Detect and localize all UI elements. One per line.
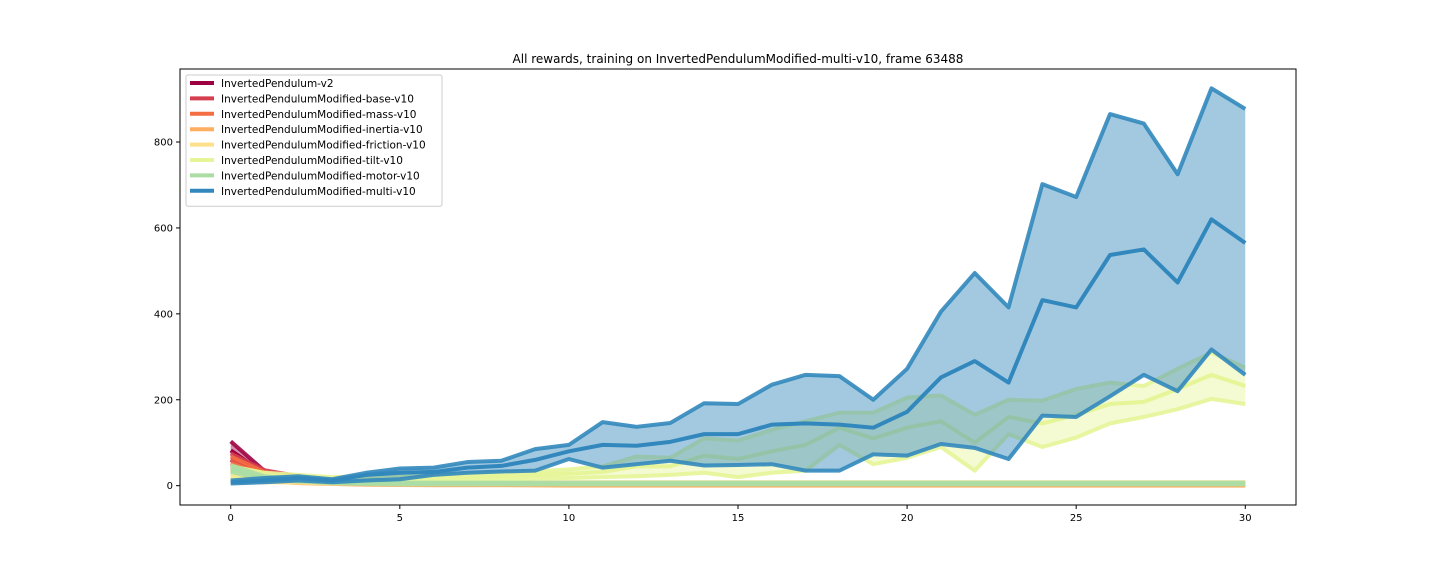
y-axis: 0 200 400 600 800 <box>154 138 180 492</box>
legend: InvertedPendulum-v2 InvertedPendulumModif… <box>185 74 443 207</box>
x-tick-label-0: 0 <box>228 513 234 524</box>
series-invertedpendulummodified-motor-v10 <box>230 463 1246 487</box>
y-tick-label-800: 800 <box>154 138 173 149</box>
y-tick-label-0: 0 <box>167 481 173 492</box>
x-tick-label-15: 15 <box>732 513 745 524</box>
series-invertedpendulummodified-multi-v10 <box>230 86 1247 486</box>
plot-area <box>229 86 1247 488</box>
x-tick-label-25: 25 <box>1070 513 1083 524</box>
legend-box <box>185 74 443 207</box>
mean-line-invertedpendulummodified-motor-v10 <box>230 466 1246 486</box>
legend-label-invertedpendulum-v2: InvertedPendulum-v2 <box>221 78 334 90</box>
x-tick-label-30: 30 <box>1239 513 1252 524</box>
legend-label-invertedpendulummodified-base-v10: InvertedPendulumModified-base-v10 <box>221 93 414 105</box>
x-tick-label-10: 10 <box>563 513 576 524</box>
chart-title: All rewards, training on InvertedPendulu… <box>513 52 964 66</box>
x-tick-label-20: 20 <box>901 513 914 524</box>
x-axis: 0 5 10 15 20 25 30 <box>228 505 1252 524</box>
upper-line-invertedpendulummodified-tilt-v10 <box>230 350 1247 480</box>
upper-line-invertedpendulummodified-multi-v10 <box>230 86 1247 483</box>
band-invertedpendulummodified-tilt-v10 <box>230 352 1246 482</box>
legend-label-invertedpendulummodified-inertia-v10: InvertedPendulumModified-inertia-v10 <box>221 124 423 136</box>
legend-label-invertedpendulummodified-tilt-v10: InvertedPendulumModified-tilt-v10 <box>221 155 403 167</box>
legend-label-invertedpendulummodified-friction-v10: InvertedPendulumModified-friction-v10 <box>221 140 426 152</box>
mean-line-invertedpendulummodified-multi-v10 <box>230 217 1247 485</box>
legend-label-invertedpendulummodified-mass-v10: InvertedPendulumModified-mass-v10 <box>221 109 416 121</box>
legend-label-invertedpendulummodified-multi-v10: InvertedPendulumModified-multi-v10 <box>221 186 416 198</box>
lower-line-invertedpendulummodified-multi-v10 <box>230 347 1247 486</box>
x-tick-label-5: 5 <box>397 513 403 524</box>
y-tick-label-200: 200 <box>154 395 173 406</box>
legend-label-invertedpendulummodified-motor-v10: InvertedPendulumModified-motor-v10 <box>221 170 420 182</box>
y-tick-label-400: 400 <box>154 309 173 320</box>
band-invertedpendulummodified-multi-v10 <box>230 88 1246 484</box>
y-tick-label-600: 600 <box>154 223 173 234</box>
